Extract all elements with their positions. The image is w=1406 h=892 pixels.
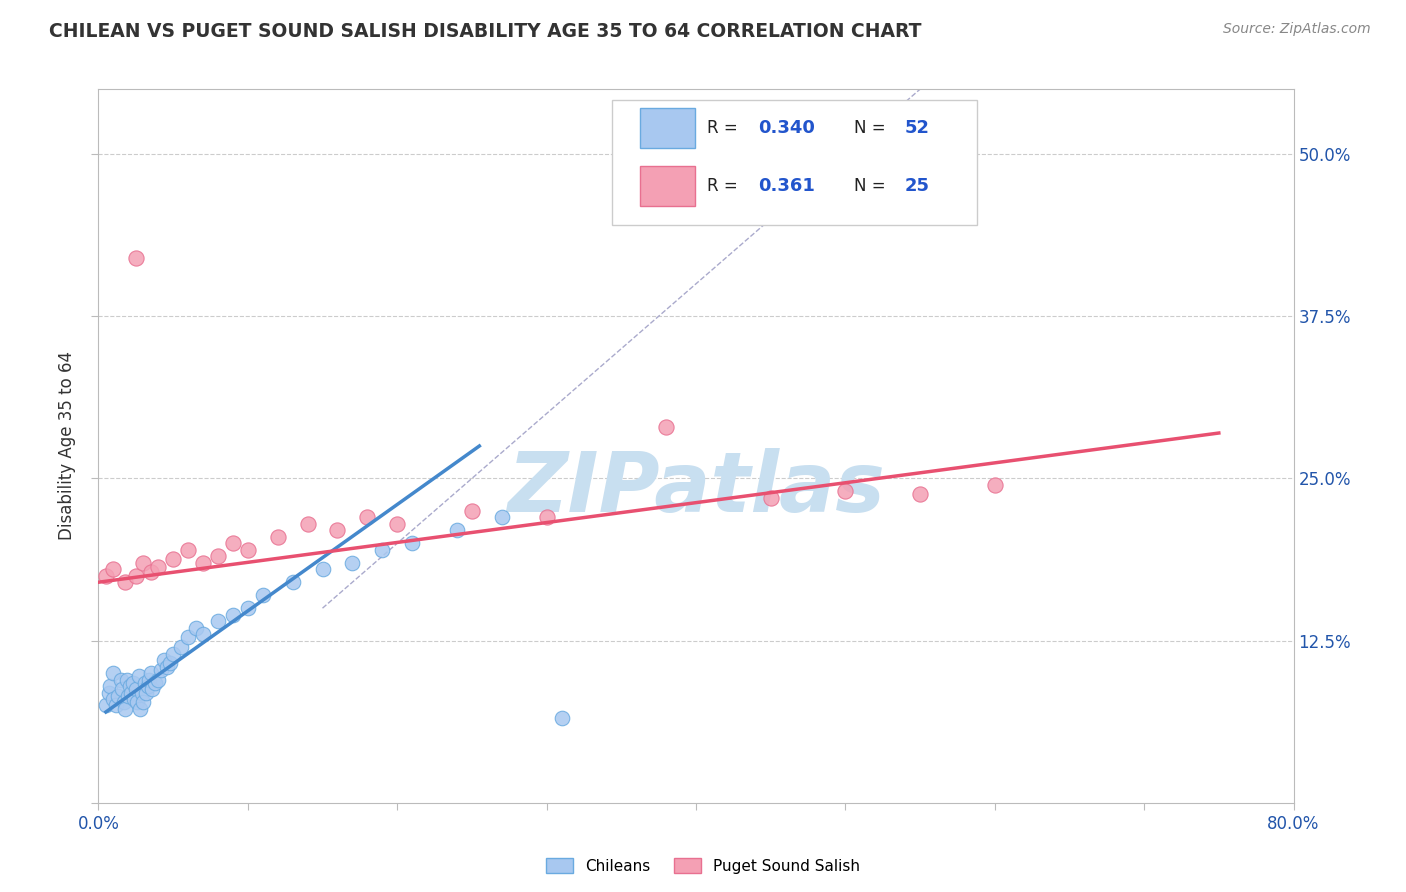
Point xyxy=(141,681,163,696)
Point xyxy=(121,676,143,690)
Point xyxy=(112,695,135,709)
Point xyxy=(446,524,468,538)
Point xyxy=(207,614,229,628)
Point xyxy=(311,562,333,576)
Point xyxy=(655,419,678,434)
Point xyxy=(97,685,120,699)
Point xyxy=(107,690,129,704)
Point xyxy=(132,695,155,709)
FancyBboxPatch shape xyxy=(640,108,695,148)
Point xyxy=(491,510,513,524)
Point xyxy=(125,251,148,265)
Point xyxy=(124,692,146,706)
Point xyxy=(159,656,181,670)
Point xyxy=(236,542,259,557)
Point xyxy=(461,504,484,518)
Point xyxy=(125,681,148,696)
Text: 0.340: 0.340 xyxy=(758,119,815,136)
Point xyxy=(111,681,134,696)
Text: 25: 25 xyxy=(905,178,931,195)
Point xyxy=(297,516,319,531)
Point xyxy=(984,478,1007,492)
Point xyxy=(125,568,148,582)
Point xyxy=(252,588,274,602)
Text: ZIPatlas: ZIPatlas xyxy=(508,449,884,529)
Text: N =: N = xyxy=(853,119,890,136)
Text: Source: ZipAtlas.com: Source: ZipAtlas.com xyxy=(1223,22,1371,37)
Point xyxy=(148,673,170,687)
Point xyxy=(115,673,138,687)
Point xyxy=(191,556,214,570)
Point xyxy=(143,676,166,690)
Point xyxy=(103,666,125,681)
Text: R =: R = xyxy=(707,119,742,136)
Legend: Chileans, Puget Sound Salish: Chileans, Puget Sound Salish xyxy=(540,852,866,880)
Point xyxy=(162,552,184,566)
Point xyxy=(132,556,155,570)
Point xyxy=(222,607,245,622)
Point xyxy=(134,676,156,690)
Point xyxy=(94,698,117,713)
Point xyxy=(103,692,125,706)
Point xyxy=(153,653,176,667)
Point xyxy=(127,695,149,709)
Point xyxy=(128,668,150,682)
Point xyxy=(156,659,179,673)
Point xyxy=(135,685,157,699)
Point xyxy=(139,565,162,579)
Point xyxy=(759,491,782,505)
Point xyxy=(550,711,572,725)
Point xyxy=(191,627,214,641)
Point xyxy=(148,559,170,574)
Point xyxy=(281,575,304,590)
Text: N =: N = xyxy=(853,178,890,195)
Point xyxy=(114,575,136,590)
Point xyxy=(117,690,139,704)
Point xyxy=(326,524,349,538)
Point xyxy=(371,542,394,557)
Point xyxy=(118,679,141,693)
Point xyxy=(536,510,558,524)
Point xyxy=(139,666,162,681)
Point xyxy=(222,536,245,550)
Point xyxy=(103,562,125,576)
Point xyxy=(120,685,142,699)
Point xyxy=(169,640,191,654)
Y-axis label: Disability Age 35 to 64: Disability Age 35 to 64 xyxy=(58,351,76,541)
Text: CHILEAN VS PUGET SOUND SALISH DISABILITY AGE 35 TO 64 CORRELATION CHART: CHILEAN VS PUGET SOUND SALISH DISABILITY… xyxy=(49,22,922,41)
Point xyxy=(136,679,159,693)
Point xyxy=(131,685,153,699)
Point xyxy=(207,549,229,564)
Point xyxy=(356,510,378,524)
Point xyxy=(342,556,364,570)
Point xyxy=(105,698,128,713)
Point xyxy=(236,601,259,615)
Text: 0.361: 0.361 xyxy=(758,178,815,195)
Point xyxy=(834,484,856,499)
Text: R =: R = xyxy=(707,178,748,195)
Point xyxy=(114,702,136,716)
Point xyxy=(110,673,132,687)
FancyBboxPatch shape xyxy=(640,166,695,206)
Point xyxy=(150,664,173,678)
Text: 52: 52 xyxy=(905,119,931,136)
Point xyxy=(162,647,184,661)
Point xyxy=(94,568,117,582)
Point xyxy=(129,702,152,716)
Point xyxy=(401,536,423,550)
Point xyxy=(184,621,207,635)
Point xyxy=(138,673,160,687)
FancyBboxPatch shape xyxy=(613,100,977,225)
Point xyxy=(267,530,290,544)
Point xyxy=(177,630,200,644)
Point xyxy=(385,516,409,531)
Point xyxy=(177,542,200,557)
Point xyxy=(908,487,931,501)
Point xyxy=(98,679,122,693)
